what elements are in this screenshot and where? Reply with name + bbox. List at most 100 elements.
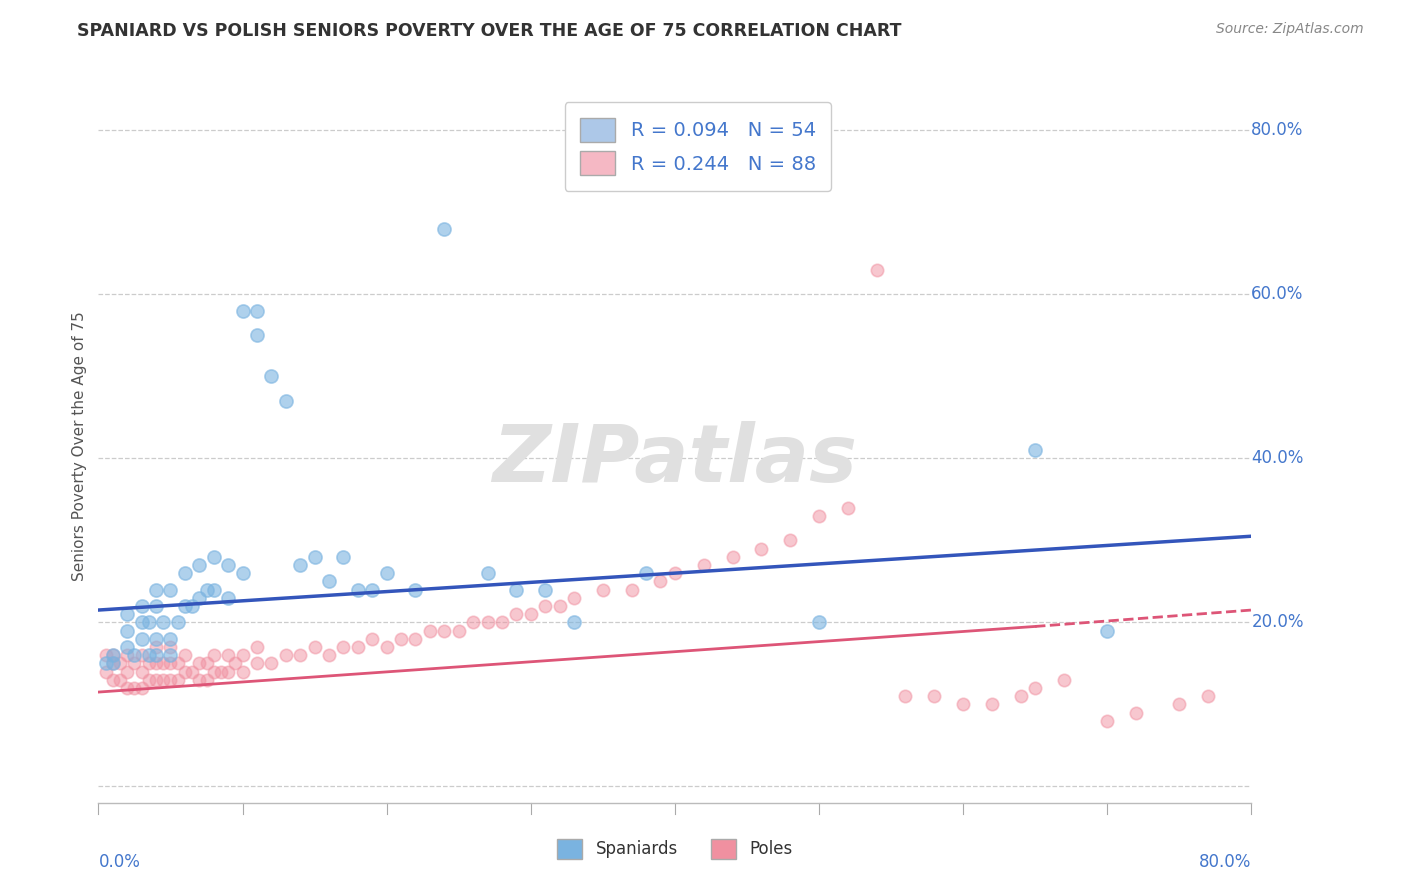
Point bbox=[224, 657, 246, 671]
Point bbox=[181, 599, 204, 613]
Point bbox=[664, 566, 686, 581]
Point bbox=[117, 681, 139, 695]
Point bbox=[592, 582, 614, 597]
Point bbox=[361, 582, 384, 597]
Point bbox=[166, 673, 188, 687]
Text: 60.0%: 60.0% bbox=[1251, 285, 1303, 303]
Point bbox=[217, 591, 239, 605]
Point bbox=[318, 574, 340, 589]
Point bbox=[174, 648, 197, 662]
Text: 80.0%: 80.0% bbox=[1199, 853, 1251, 871]
Point bbox=[174, 665, 197, 679]
Text: Source: ZipAtlas.com: Source: ZipAtlas.com bbox=[1216, 22, 1364, 37]
Point bbox=[108, 657, 131, 671]
Point bbox=[246, 328, 269, 343]
Point bbox=[195, 582, 218, 597]
Point bbox=[375, 640, 398, 654]
Point bbox=[779, 533, 801, 548]
Text: 0.0%: 0.0% bbox=[98, 853, 141, 871]
Point bbox=[217, 558, 239, 572]
Point bbox=[94, 648, 117, 662]
Point bbox=[145, 640, 167, 654]
Point bbox=[202, 582, 225, 597]
Point bbox=[152, 673, 174, 687]
Point bbox=[260, 657, 283, 671]
Point bbox=[721, 549, 744, 564]
Point bbox=[145, 582, 167, 597]
Point bbox=[405, 582, 427, 597]
Point bbox=[94, 665, 117, 679]
Point bbox=[101, 673, 124, 687]
Point bbox=[1097, 714, 1119, 728]
Point bbox=[461, 615, 484, 630]
Point bbox=[159, 673, 181, 687]
Point bbox=[188, 673, 211, 687]
Point bbox=[131, 681, 153, 695]
Point bbox=[145, 673, 167, 687]
Point bbox=[101, 648, 124, 662]
Point bbox=[217, 648, 239, 662]
Point bbox=[1097, 624, 1119, 638]
Point bbox=[181, 665, 204, 679]
Point bbox=[231, 566, 254, 581]
Point bbox=[924, 689, 946, 703]
Point bbox=[131, 632, 153, 646]
Point bbox=[346, 640, 368, 654]
Point bbox=[361, 632, 384, 646]
Point bbox=[159, 657, 181, 671]
Point bbox=[548, 599, 571, 613]
Point bbox=[751, 541, 773, 556]
Point bbox=[195, 673, 218, 687]
Point bbox=[562, 615, 585, 630]
Point bbox=[534, 599, 557, 613]
Point bbox=[981, 698, 1004, 712]
Point bbox=[332, 549, 354, 564]
Point bbox=[246, 657, 269, 671]
Point bbox=[152, 657, 174, 671]
Point bbox=[138, 648, 160, 662]
Point bbox=[346, 582, 368, 597]
Point bbox=[866, 262, 889, 277]
Point bbox=[318, 648, 340, 662]
Point bbox=[145, 599, 167, 613]
Point bbox=[650, 574, 672, 589]
Point bbox=[231, 648, 254, 662]
Point bbox=[145, 648, 167, 662]
Text: ZIPatlas: ZIPatlas bbox=[492, 421, 858, 500]
Point bbox=[304, 640, 326, 654]
Point bbox=[246, 640, 269, 654]
Point bbox=[124, 648, 146, 662]
Point bbox=[131, 665, 153, 679]
Point bbox=[491, 615, 513, 630]
Point bbox=[124, 681, 146, 695]
Point bbox=[188, 591, 211, 605]
Point bbox=[433, 624, 456, 638]
Point bbox=[290, 648, 312, 662]
Point bbox=[94, 657, 117, 671]
Point bbox=[145, 632, 167, 646]
Point bbox=[188, 558, 211, 572]
Text: SPANIARD VS POLISH SENIORS POVERTY OVER THE AGE OF 75 CORRELATION CHART: SPANIARD VS POLISH SENIORS POVERTY OVER … bbox=[77, 22, 901, 40]
Point bbox=[274, 393, 297, 408]
Point bbox=[447, 624, 470, 638]
Point bbox=[159, 582, 181, 597]
Point bbox=[260, 369, 283, 384]
Point bbox=[433, 221, 456, 235]
Point bbox=[124, 657, 146, 671]
Point bbox=[304, 549, 326, 564]
Point bbox=[117, 665, 139, 679]
Point bbox=[477, 566, 499, 581]
Point bbox=[620, 582, 643, 597]
Point bbox=[477, 615, 499, 630]
Point bbox=[952, 698, 974, 712]
Text: 20.0%: 20.0% bbox=[1251, 614, 1303, 632]
Point bbox=[505, 607, 527, 622]
Point bbox=[174, 599, 197, 613]
Point bbox=[209, 665, 232, 679]
Point bbox=[117, 624, 139, 638]
Point bbox=[138, 615, 160, 630]
Point bbox=[534, 582, 557, 597]
Point bbox=[1024, 443, 1046, 458]
Point bbox=[246, 303, 269, 318]
Point bbox=[145, 657, 167, 671]
